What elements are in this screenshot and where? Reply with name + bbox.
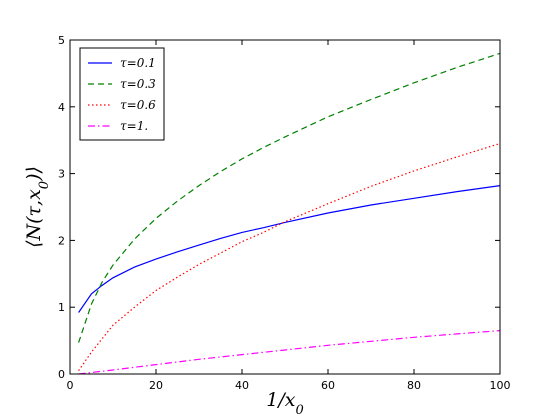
- y-tick-label: 4: [58, 101, 65, 114]
- y-axis-label: ⟨N(τ,x0)⟩: [23, 166, 52, 248]
- x-tick-label: 20: [149, 379, 163, 392]
- y-tick-label: 0: [58, 368, 65, 381]
- y-tick-label: 5: [58, 34, 65, 47]
- ticks-layer: 0 20 40 60 80 100 0 1 2 3 4 5: [58, 34, 511, 392]
- series-line-0: [78, 185, 501, 313]
- x-axis-label: 1/x0: [266, 389, 304, 416]
- x-tick-label: 0: [67, 379, 74, 392]
- x-tick-label: 60: [321, 379, 335, 392]
- legend-label-2: τ=0.6: [120, 98, 156, 112]
- y-tick-label: 2: [58, 234, 65, 247]
- plot-frame: [69, 39, 501, 375]
- legend-label-0: τ=0.1: [120, 56, 156, 70]
- legend-label-1: τ=0.3: [120, 77, 156, 91]
- series-layer: [78, 52, 501, 375]
- x-tick-label: 80: [407, 379, 421, 392]
- series-line-3: [78, 330, 501, 375]
- x-tick-label: 40: [235, 379, 249, 392]
- y-tick-label: 1: [58, 301, 65, 314]
- series-line-2: [78, 142, 501, 372]
- legend-label-3: τ=1.: [120, 119, 148, 133]
- x-tick-label: 100: [490, 379, 511, 392]
- legend: τ=0.1 τ=0.3 τ=0.6 τ=1.: [79, 47, 165, 141]
- y-tick-label: 3: [58, 168, 65, 181]
- series-line-1: [78, 52, 501, 343]
